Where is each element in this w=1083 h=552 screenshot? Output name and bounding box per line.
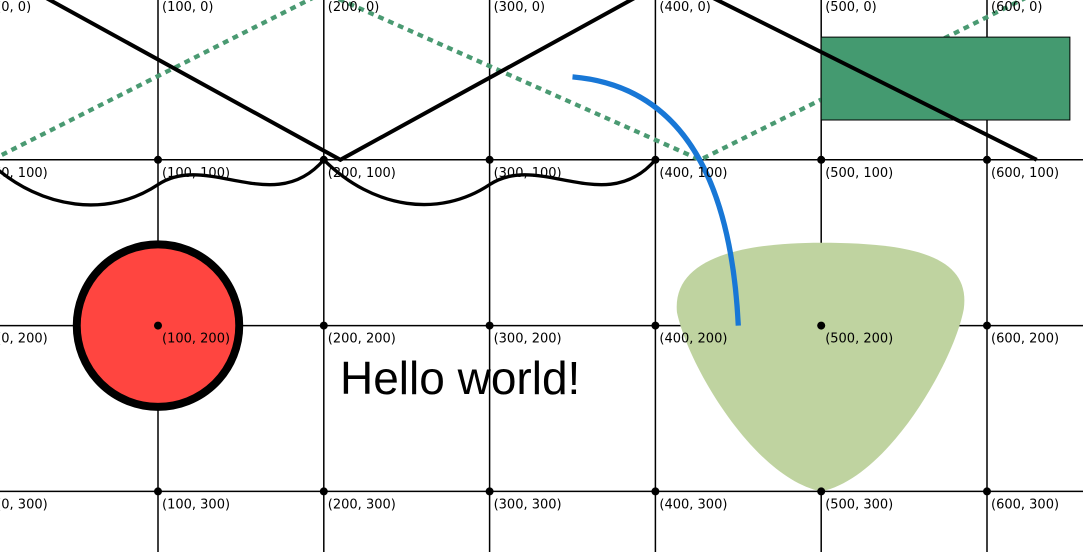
blue-arc <box>572 74 741 326</box>
grid-dot <box>154 155 162 164</box>
grid-dot <box>485 321 494 330</box>
grid-label: (400, 300) <box>659 497 727 512</box>
grid-dot <box>319 321 328 330</box>
grid-dot <box>651 487 660 496</box>
grid-dot <box>817 155 826 164</box>
grid-label: (100, 100) <box>162 166 230 181</box>
grid-dot <box>651 155 660 164</box>
grid-label: (100, 200) <box>162 332 230 347</box>
grid-label: (0, 0) <box>0 0 31 15</box>
grid-label: (200, 100) <box>328 166 396 181</box>
grid-label: (500, 200) <box>825 332 893 347</box>
grid-label: (300, 0) <box>494 0 545 15</box>
green-rectangle <box>820 36 1071 121</box>
grid-label: (200, 300) <box>328 497 396 512</box>
grid-dot <box>983 321 991 330</box>
grid-label: (300, 200) <box>494 332 562 347</box>
grid-dot <box>154 321 162 330</box>
grid-dot <box>154 487 162 496</box>
grid-dot <box>983 487 991 496</box>
grid-label: (300, 300) <box>494 497 562 512</box>
grid-dot <box>485 487 494 496</box>
grid-label: (100, 0) <box>162 0 214 15</box>
grid-label: (0, 300) <box>0 497 48 512</box>
grid-label: (600, 100) <box>991 166 1059 181</box>
grid-label: (200, 0) <box>328 0 380 15</box>
grid-dot <box>485 155 494 164</box>
grid-label: (0, 200) <box>0 332 48 347</box>
black-zigzag <box>45 0 1038 163</box>
grid-dot <box>817 321 826 330</box>
grid-label: (400, 0) <box>659 0 711 15</box>
grid-label: (400, 100) <box>659 166 727 181</box>
green-blob <box>676 242 965 492</box>
grid-label: (200, 200) <box>328 332 396 347</box>
shapes <box>0 0 1071 492</box>
grid-label: (500, 300) <box>825 497 893 512</box>
grid-label: (400, 200) <box>659 332 727 347</box>
hello-text: Hello world! <box>340 352 580 404</box>
grid-dot <box>319 155 328 164</box>
grid-label: (600, 300) <box>991 497 1059 512</box>
grid-dot <box>319 487 328 496</box>
grid-label: (500, 0) <box>825 0 877 15</box>
grid-label: (0, 100) <box>0 166 48 181</box>
grid-label: (300, 100) <box>494 166 562 181</box>
grid-labels: (0, 0) (100, 0) (200, 0) (300, 0) (400, 0) (5… <box>0 0 1059 512</box>
grid-dot <box>817 487 826 496</box>
grid-label: (600, 200) <box>991 332 1059 347</box>
grid-dot <box>651 321 660 330</box>
grid-label: (500, 100) <box>825 166 893 181</box>
grid-dot <box>983 155 991 164</box>
grid-label: (100, 300) <box>162 497 230 512</box>
grid-label: (600, 0) <box>991 0 1043 15</box>
